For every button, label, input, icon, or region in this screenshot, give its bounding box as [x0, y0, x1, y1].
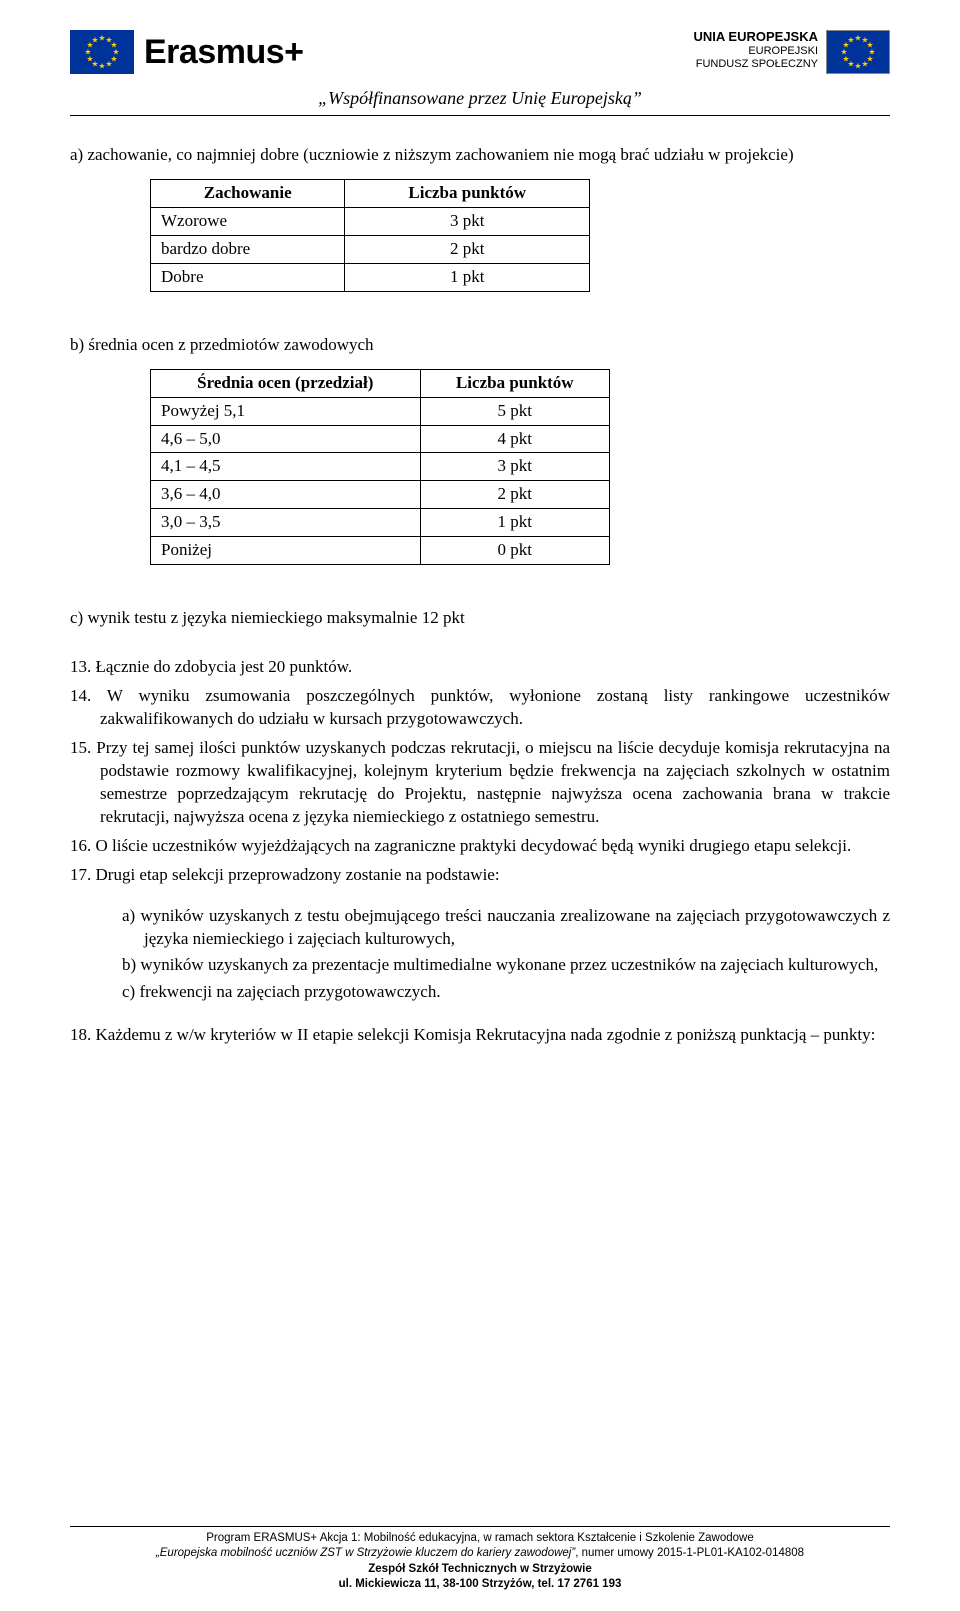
- table-row: Zachowanie Liczba punktów: [151, 179, 590, 207]
- item-num: b): [122, 955, 136, 974]
- item-num: 18.: [70, 1025, 91, 1044]
- item-text: W wyniku zsumowania poszczególnych punkt…: [100, 686, 890, 728]
- header: ★ ★ ★ ★ ★ ★ ★ ★ ★ ★ ★ ★ Erasmus+ UNIA EU…: [70, 30, 890, 74]
- erasmus-label: Erasmus+: [144, 33, 304, 72]
- footer-separator: [70, 1526, 890, 1527]
- table-cell: Dobre: [151, 263, 345, 291]
- document-body: a) zachowanie, co najmniej dobre (ucznio…: [70, 144, 890, 1047]
- item-num: 16.: [70, 836, 91, 855]
- item-a: a) zachowanie, co najmniej dobre (ucznio…: [96, 144, 890, 167]
- table-row: 4,1 – 4,5 3 pkt: [151, 453, 610, 481]
- table-cell: 3,0 – 3,5: [151, 509, 421, 537]
- footer-text: Program ERASMUS+ Akcja 1: Mobilność eduk…: [70, 1531, 890, 1593]
- item-14: 14. W wyniku zsumowania poszczególnych p…: [100, 685, 890, 731]
- item-num: c): [122, 982, 135, 1001]
- footer-line2a: „Europejska mobilność uczniów ZST w Strz…: [156, 1547, 575, 1559]
- table-row: 3,0 – 3,5 1 pkt: [151, 509, 610, 537]
- item-num: 15.: [70, 738, 91, 757]
- item-text: frekwencji na zajęciach przygotowawczych…: [139, 982, 440, 1001]
- item-17: 17. Drugi etap selekcji przeprowadzony z…: [100, 864, 890, 887]
- footer-line1: Program ERASMUS+ Akcja 1: Mobilność eduk…: [206, 1532, 753, 1544]
- item-num: a): [122, 906, 135, 925]
- table-cell: bardzo dobre: [151, 235, 345, 263]
- eu-flag-icon: ★ ★ ★ ★ ★ ★ ★ ★ ★ ★ ★ ★: [70, 30, 134, 74]
- table-cell: 4 pkt: [420, 425, 609, 453]
- sublist-17: a) wyników uzyskanych z testu obejmujące…: [122, 905, 890, 1005]
- table-cell: 3 pkt: [345, 207, 590, 235]
- ue-main-label: UNIA EUROPEJSKA: [694, 30, 818, 45]
- item-text: Każdemu z w/w kryteriów w II etapie sele…: [96, 1025, 876, 1044]
- table-header: Zachowanie: [151, 179, 345, 207]
- table-cell: 0 pkt: [420, 537, 609, 565]
- table-cell: Wzorowe: [151, 207, 345, 235]
- eu-flag-bordered-icon: ★ ★ ★ ★ ★ ★ ★ ★ ★ ★ ★ ★: [826, 30, 890, 74]
- table-cell: Poniżej: [151, 537, 421, 565]
- table-row: Dobre 1 pkt: [151, 263, 590, 291]
- item-text: O liście uczestników wyjeżdżających na z…: [96, 836, 852, 855]
- table-cell: 4,6 – 5,0: [151, 425, 421, 453]
- table-row: Średnia ocen (przedział) Liczba punktów: [151, 369, 610, 397]
- item-17b: b) wyników uzyskanych za prezentacje mul…: [144, 954, 890, 977]
- table-row: 3,6 – 4,0 2 pkt: [151, 481, 610, 509]
- table-behavior: Zachowanie Liczba punktów Wzorowe 3 pkt …: [150, 179, 590, 292]
- footer-line4: ul. Mickiewicza 11, 38-100 Strzyżów, tel…: [339, 1578, 622, 1590]
- item-c-text: wynik testu z języka niemieckiego maksym…: [87, 608, 464, 627]
- table-row: Poniżej 0 pkt: [151, 537, 610, 565]
- item-text: Przy tej samej ilości punktów uzyskanych…: [96, 738, 890, 826]
- table-header: Liczba punktów: [420, 369, 609, 397]
- item-15: 15. Przy tej samej ilości punktów uzyska…: [100, 737, 890, 829]
- item-num: 14.: [70, 686, 91, 705]
- footer: Program ERASMUS+ Akcja 1: Mobilność eduk…: [70, 1526, 890, 1593]
- ue-logo-block: UNIA EUROPEJSKA EUROPEJSKI FUNDUSZ SPOŁE…: [694, 30, 890, 74]
- table-row: Wzorowe 3 pkt: [151, 207, 590, 235]
- item-a-num: a): [70, 145, 83, 164]
- erasmus-logo-block: ★ ★ ★ ★ ★ ★ ★ ★ ★ ★ ★ ★ Erasmus+: [70, 30, 304, 74]
- item-16: 16. O liście uczestników wyjeżdżających …: [100, 835, 890, 858]
- item-b: b) średnia ocen z przedmiotów zawodowych: [96, 334, 890, 357]
- item-13: 13. Łącznie do zdobycia jest 20 punktów.: [100, 656, 890, 679]
- item-c: c) wynik testu z języka niemieckiego mak…: [96, 607, 890, 630]
- table-cell: 1 pkt: [345, 263, 590, 291]
- table-cell: 2 pkt: [345, 235, 590, 263]
- header-separator: [70, 115, 890, 116]
- table-row: 4,6 – 5,0 4 pkt: [151, 425, 610, 453]
- item-18: 18. Każdemu z w/w kryteriów w II etapie …: [100, 1024, 890, 1047]
- table-cell: 4,1 – 4,5: [151, 453, 421, 481]
- item-text: wyników uzyskanych za prezentacje multim…: [140, 955, 878, 974]
- table-cell: 3 pkt: [420, 453, 609, 481]
- table-cell: Powyżej 5,1: [151, 397, 421, 425]
- table-header: Liczba punktów: [345, 179, 590, 207]
- item-17a: a) wyników uzyskanych z testu obejmujące…: [144, 905, 890, 951]
- table-header: Średnia ocen (przedział): [151, 369, 421, 397]
- item-c-num: c): [70, 608, 83, 627]
- footer-line2b: , numer umowy 2015-1-PL01-KA102-014808: [575, 1547, 804, 1559]
- ue-sub2-label: FUNDUSZ SPOŁECZNY: [694, 58, 818, 71]
- table-cell: 5 pkt: [420, 397, 609, 425]
- footer-line3: Zespół Szkół Technicznych w Strzyżowie: [368, 1563, 591, 1575]
- ue-sub1-label: EUROPEJSKI: [694, 45, 818, 58]
- item-text: wyników uzyskanych z testu obejmującego …: [140, 906, 890, 948]
- item-b-text: średnia ocen z przedmiotów zawodowych: [88, 335, 373, 354]
- item-text: Drugi etap selekcji przeprowadzony zosta…: [96, 865, 500, 884]
- table-grades: Średnia ocen (przedział) Liczba punktów …: [150, 369, 610, 566]
- page: ★ ★ ★ ★ ★ ★ ★ ★ ★ ★ ★ ★ Erasmus+ UNIA EU…: [0, 0, 960, 1611]
- item-a-text: zachowanie, co najmniej dobre (uczniowie…: [87, 145, 793, 164]
- item-b-num: b): [70, 335, 84, 354]
- item-17c: c) frekwencji na zajęciach przygotowawcz…: [144, 981, 890, 1004]
- table-row: bardzo dobre 2 pkt: [151, 235, 590, 263]
- table-cell: 2 pkt: [420, 481, 609, 509]
- item-num: 17.: [70, 865, 91, 884]
- table-cell: 1 pkt: [420, 509, 609, 537]
- co-financed-subtitle: „Współfinansowane przez Unię Europejską”: [70, 88, 890, 109]
- table-cell: 3,6 – 4,0: [151, 481, 421, 509]
- table-row: Powyżej 5,1 5 pkt: [151, 397, 610, 425]
- ue-labels: UNIA EUROPEJSKA EUROPEJSKI FUNDUSZ SPOŁE…: [694, 30, 818, 70]
- item-num: 13.: [70, 657, 91, 676]
- item-text: Łącznie do zdobycia jest 20 punktów.: [96, 657, 353, 676]
